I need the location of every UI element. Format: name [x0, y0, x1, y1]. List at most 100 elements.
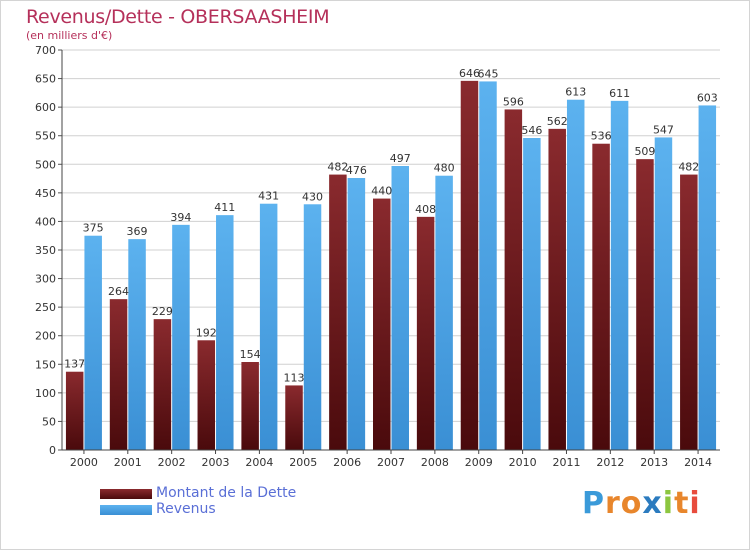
- data-label-revenue: 411: [214, 201, 235, 214]
- bar-revenue: [303, 204, 322, 450]
- y-tick-label: 600: [35, 101, 56, 114]
- y-tick-label: 200: [35, 330, 56, 343]
- data-label-debt: 192: [196, 326, 217, 339]
- data-label-revenue: 547: [653, 123, 674, 136]
- bar-revenue: [435, 175, 453, 450]
- data-label-debt: 562: [547, 115, 568, 128]
- logo-letter: i: [689, 486, 701, 521]
- x-tick-label: 2008: [421, 456, 449, 469]
- legend-swatch-revenue: [100, 505, 152, 515]
- bar-revenue: [654, 137, 673, 450]
- x-tick-label: 2004: [245, 456, 273, 469]
- bar-debt: [65, 371, 84, 450]
- y-tick-label: 450: [35, 187, 56, 200]
- bar-revenue: [84, 235, 102, 450]
- logo-letter: i: [662, 486, 675, 521]
- x-tick-label: 2006: [333, 456, 361, 469]
- logo-letter: r: [605, 486, 621, 521]
- bar-debt: [285, 385, 303, 450]
- y-tick-label: 100: [35, 387, 56, 400]
- y-tick-label: 250: [35, 301, 56, 314]
- data-label-debt: 154: [240, 348, 261, 361]
- proxiti-logo: Proxiti: [582, 486, 701, 521]
- bar-debt: [460, 80, 479, 450]
- bar-revenue: [259, 203, 278, 450]
- data-label-debt: 408: [415, 203, 436, 216]
- bar-debt: [636, 159, 654, 450]
- y-tick-label: 650: [35, 73, 56, 86]
- bar-revenue: [479, 81, 497, 450]
- value-labels: 1373752643692293941924111544311134304824…: [64, 67, 718, 385]
- data-label-debt: 536: [591, 130, 612, 143]
- bar-debt: [504, 109, 523, 450]
- bar-debt: [241, 362, 259, 450]
- bar-revenue: [610, 100, 629, 450]
- bar-revenue: [128, 239, 146, 450]
- bar-debt: [197, 340, 216, 450]
- bar-debt: [680, 174, 698, 451]
- y-tick-label: 0: [49, 444, 56, 457]
- chart-subtitle: (en milliers d'€): [26, 29, 113, 42]
- x-tick-label: 2010: [509, 456, 537, 469]
- data-label-revenue: 546: [521, 124, 542, 137]
- x-tick-label: 2012: [596, 456, 624, 469]
- y-tick-label: 150: [35, 358, 56, 371]
- axes: 0 50 100 150 200 250 300 350 400 450 500 550 600 650 7…: [35, 44, 720, 469]
- data-label-revenue: 476: [346, 164, 367, 177]
- legend-swatch-debt: [100, 489, 152, 499]
- bar-debt: [329, 174, 347, 451]
- y-tick-label: 50: [42, 415, 56, 428]
- x-tick-label: 2007: [377, 456, 405, 469]
- y-tick-label: 350: [35, 244, 56, 257]
- data-label-revenue: 603: [697, 91, 718, 104]
- logo-letter: x: [642, 486, 663, 521]
- bar-debt: [592, 143, 610, 450]
- logo-letter: P: [582, 486, 605, 521]
- data-label-revenue: 369: [127, 225, 148, 238]
- bar-debt: [373, 198, 391, 450]
- y-tick-label: 300: [35, 273, 56, 286]
- x-tick-label: 2014: [684, 456, 712, 469]
- data-label-revenue: 430: [302, 190, 323, 203]
- data-label-debt: 113: [284, 371, 305, 384]
- bar-revenue: [566, 99, 585, 450]
- bars: [65, 80, 717, 451]
- grid: [62, 49, 720, 451]
- bar-debt: [548, 128, 566, 450]
- data-label-debt: 509: [634, 145, 655, 158]
- data-label-debt: 482: [678, 161, 699, 174]
- x-tick-label: 2000: [70, 456, 98, 469]
- chart-title: Revenus/Dette - OBERSAASHEIM: [26, 6, 330, 28]
- y-tick-label: 700: [35, 44, 56, 57]
- data-label-revenue: 497: [390, 152, 411, 165]
- x-tick-label: 2005: [289, 456, 317, 469]
- data-label-revenue: 613: [565, 86, 586, 99]
- bar-debt: [153, 319, 172, 450]
- data-label-debt: 229: [152, 305, 173, 318]
- bar-debt: [109, 299, 128, 450]
- bar-revenue: [523, 138, 541, 450]
- data-label-revenue: 375: [83, 222, 104, 235]
- data-label-revenue: 645: [477, 67, 498, 80]
- data-label-debt: 482: [327, 161, 348, 174]
- x-tick-label: 2001: [114, 456, 142, 469]
- y-tick-label: 500: [35, 158, 56, 171]
- bar-revenue: [347, 178, 366, 450]
- data-label-debt: 646: [459, 67, 480, 80]
- bar-revenue: [216, 215, 234, 450]
- data-label-debt: 137: [64, 358, 85, 371]
- y-tick-label: 550: [35, 130, 56, 143]
- data-label-debt: 596: [503, 95, 524, 108]
- data-label-debt: 440: [371, 185, 392, 198]
- x-tick-label: 2013: [640, 456, 668, 469]
- logo-letter: t: [674, 486, 690, 521]
- data-label-revenue: 480: [434, 162, 455, 175]
- bar-revenue: [172, 224, 190, 450]
- x-tick-label: 2003: [202, 456, 230, 469]
- bar-revenue: [391, 166, 409, 450]
- y-tick-label: 400: [35, 215, 56, 228]
- data-label-revenue: 431: [258, 190, 279, 203]
- bar-debt: [416, 216, 435, 450]
- legend-label-revenue: Revenus: [156, 501, 216, 517]
